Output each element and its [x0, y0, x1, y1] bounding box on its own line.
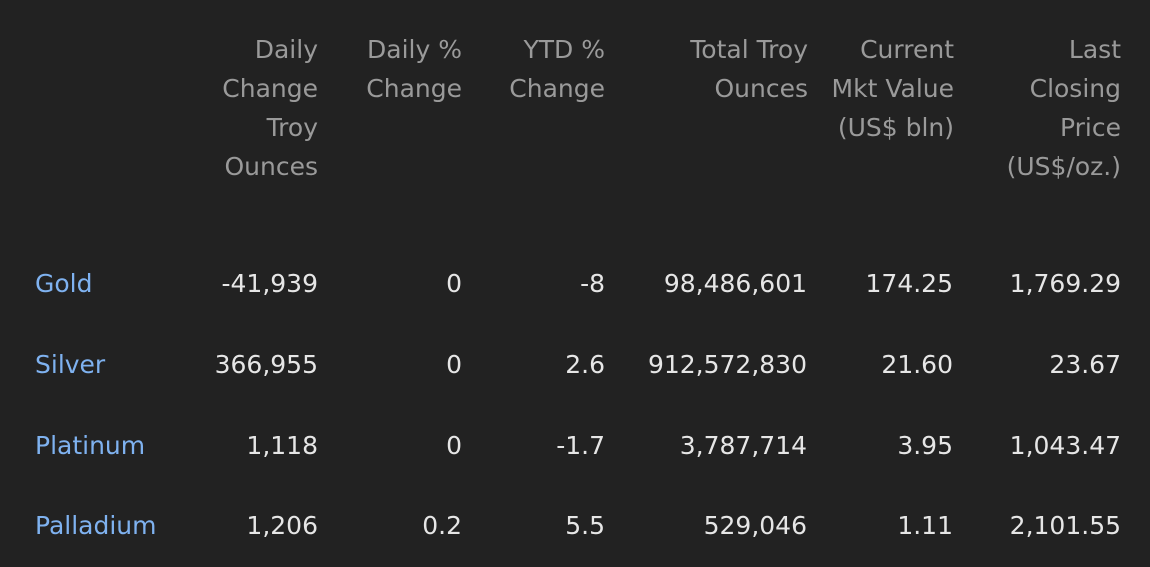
cell-ytd-pct-change: -1.7 — [556, 431, 605, 460]
cell-current-mkt-value: 174.25 — [865, 269, 953, 298]
cell-daily-change-oz: 1,206 — [246, 511, 318, 540]
cell-ytd-pct-change: 5.5 — [565, 511, 605, 540]
metal-link-platinum[interactable]: Platinum — [35, 431, 146, 460]
header-ytd-pct-change: YTD % Change — [509, 35, 605, 103]
metal-link-silver[interactable]: Silver — [35, 350, 106, 379]
cell-daily-pct-change: 0.2 — [422, 511, 462, 540]
cell-total-troy-ounces: 3,787,714 — [679, 431, 807, 460]
cell-ytd-pct-change: 2.6 — [565, 350, 605, 379]
cell-last-closing-price: 23.67 — [1049, 350, 1121, 379]
header-current-mkt-value: Current Mkt Value (US$ bln) — [831, 35, 954, 142]
cell-current-mkt-value: 3.95 — [897, 431, 953, 460]
cell-total-troy-ounces: 529,046 — [703, 511, 807, 540]
header-daily-pct-change: Daily % Change — [366, 35, 462, 103]
metal-link-palladium[interactable]: Palladium — [35, 511, 157, 540]
cell-daily-pct-change: 0 — [446, 350, 462, 379]
cell-daily-change-oz: 1,118 — [246, 431, 318, 460]
cell-current-mkt-value: 21.60 — [881, 350, 953, 379]
metal-link-gold[interactable]: Gold — [35, 269, 93, 298]
cell-total-troy-ounces: 98,486,601 — [663, 269, 807, 298]
cell-last-closing-price: 1,769.29 — [1009, 269, 1121, 298]
cell-daily-change-oz: -41,939 — [221, 269, 319, 298]
cell-current-mkt-value: 1.11 — [897, 511, 953, 540]
cell-ytd-pct-change: -8 — [580, 269, 605, 298]
cell-daily-pct-change: 0 — [446, 269, 462, 298]
cell-total-troy-ounces: 912,572,830 — [647, 350, 807, 379]
cell-last-closing-price: 2,101.55 — [1009, 511, 1121, 540]
header-total-troy-ounces: Total Troy Ounces — [690, 35, 808, 103]
header-daily-change-oz: Daily Change Troy Ounces — [222, 35, 318, 181]
cell-daily-pct-change: 0 — [446, 431, 462, 460]
cell-last-closing-price: 1,043.47 — [1009, 431, 1121, 460]
cell-daily-change-oz: 366,955 — [214, 350, 318, 379]
header-last-closing-price: Last Closing Price (US$/oz.) — [1006, 35, 1121, 181]
